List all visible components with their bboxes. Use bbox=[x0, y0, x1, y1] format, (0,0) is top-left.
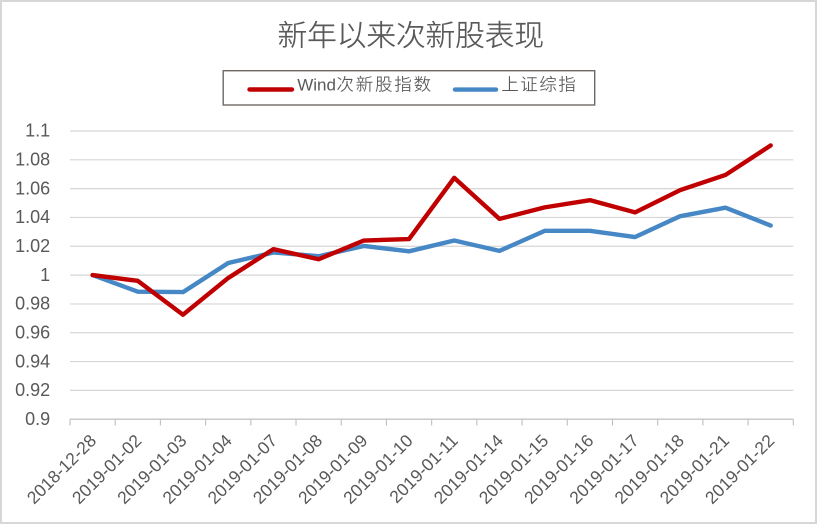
svg-text:0.96: 0.96 bbox=[15, 322, 50, 342]
svg-text:0.98: 0.98 bbox=[15, 294, 50, 314]
svg-text:Wind: Wind bbox=[297, 76, 336, 95]
svg-text:1.02: 1.02 bbox=[15, 236, 50, 256]
svg-text:0.94: 0.94 bbox=[15, 351, 50, 371]
svg-text:1: 1 bbox=[40, 265, 50, 285]
svg-text:1.1: 1.1 bbox=[25, 121, 50, 141]
svg-text:0.9: 0.9 bbox=[25, 409, 50, 429]
svg-text:1.06: 1.06 bbox=[15, 178, 50, 198]
svg-text:1.04: 1.04 bbox=[15, 207, 50, 227]
svg-text:0.92: 0.92 bbox=[15, 380, 50, 400]
svg-text:1.08: 1.08 bbox=[15, 150, 50, 170]
